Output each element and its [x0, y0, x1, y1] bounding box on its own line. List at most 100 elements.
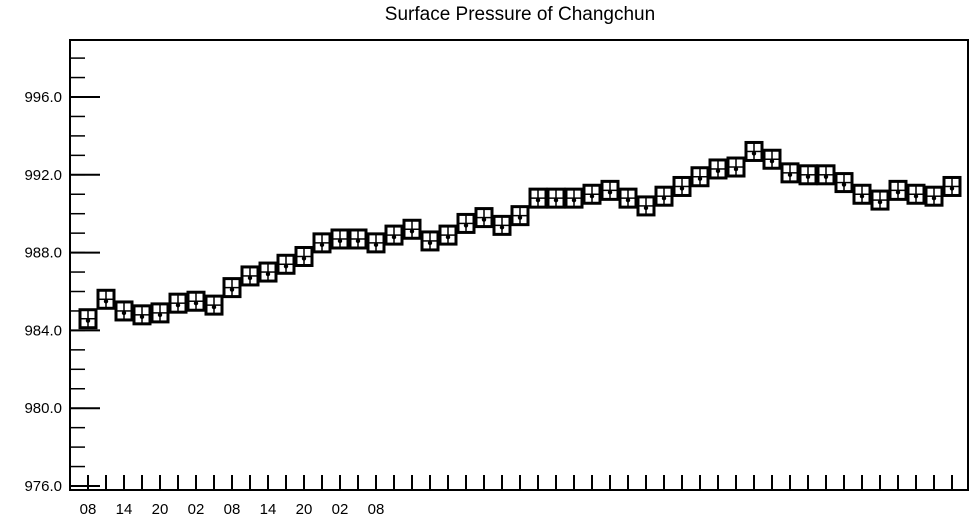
- data-point: [150, 302, 170, 324]
- data-point: [636, 195, 656, 217]
- data-point: [96, 288, 116, 310]
- y-tick-label: 988.0: [24, 245, 62, 262]
- data-point-dot: [139, 314, 145, 320]
- data-point-dot: [103, 299, 109, 304]
- data-point: [834, 172, 854, 194]
- data-point: [582, 183, 602, 205]
- x-tick-label: 08: [224, 501, 241, 518]
- data-point: [366, 232, 386, 254]
- data-point: [906, 183, 926, 205]
- data-point-dot: [247, 275, 253, 281]
- data-point: [348, 228, 368, 250]
- data-point: [492, 214, 512, 236]
- data-point: [474, 207, 494, 229]
- data-point: [222, 277, 242, 299]
- data-point-dot: [733, 166, 739, 172]
- data-point-dot: [85, 318, 91, 323]
- data-point: [762, 148, 782, 170]
- data-point-dot: [391, 234, 397, 240]
- data-point-dot: [121, 310, 127, 316]
- data-point-dot: [319, 242, 325, 248]
- data-point: [132, 304, 152, 326]
- x-tick-label: 08: [80, 501, 97, 518]
- y-tick-label: 984.0: [24, 322, 62, 339]
- data-point-dot: [553, 197, 559, 203]
- data-point-dot: [175, 302, 181, 308]
- data-point-dot: [913, 194, 919, 199]
- data-point-dot: [625, 197, 631, 203]
- data-point-dot: [787, 172, 793, 178]
- x-tick-label: 20: [296, 501, 313, 518]
- data-point-dot: [265, 271, 271, 277]
- data-point: [420, 230, 440, 252]
- data-point-dot: [679, 186, 685, 191]
- data-point: [78, 308, 98, 330]
- data-point-dot: [283, 264, 289, 269]
- data-point: [690, 166, 710, 188]
- x-tick-label: 02: [188, 501, 205, 518]
- data-point: [780, 162, 800, 184]
- data-point-dot: [949, 186, 955, 191]
- data-point: [744, 140, 764, 162]
- data-point-dot: [859, 194, 865, 199]
- data-point: [564, 187, 584, 209]
- data-point: [726, 156, 746, 178]
- data-point-dot: [805, 174, 811, 179]
- data-point: [708, 158, 728, 180]
- data-point-dot: [481, 217, 487, 222]
- x-tick-label: 14: [260, 501, 277, 518]
- data-point: [258, 261, 278, 283]
- data-point-dot: [589, 194, 595, 199]
- data-point-dot: [499, 225, 505, 230]
- data-point-dot: [607, 190, 613, 195]
- data-point-dot: [445, 234, 451, 240]
- data-point: [924, 185, 944, 207]
- x-tick-label: 08: [368, 501, 385, 518]
- data-point-dot: [661, 195, 667, 201]
- data-point: [852, 183, 872, 205]
- data-point-dot: [355, 238, 361, 244]
- data-point-dot: [157, 312, 163, 318]
- data-point: [600, 179, 620, 201]
- data-point-dot: [301, 256, 307, 261]
- data-point-dot: [229, 287, 235, 292]
- data-point-dot: [535, 197, 541, 203]
- data-point-dot: [643, 205, 649, 211]
- data-point: [330, 228, 350, 250]
- data-point: [618, 187, 638, 209]
- data-point-dot: [895, 190, 901, 195]
- data-point: [384, 224, 404, 246]
- data-point-dot: [697, 176, 703, 181]
- data-point-dot: [211, 304, 217, 310]
- data-point-dot: [373, 242, 379, 248]
- data-point: [528, 187, 548, 209]
- data-point: [816, 164, 836, 186]
- data-point: [186, 290, 206, 312]
- y-tick-label: 980.0: [24, 400, 62, 417]
- data-point-dot: [571, 197, 577, 203]
- data-point-dot: [751, 151, 757, 156]
- data-point-dot: [463, 223, 469, 228]
- data-point: [546, 187, 566, 209]
- data-point-dot: [841, 182, 847, 187]
- data-point-dot: [517, 215, 523, 220]
- data-point: [510, 205, 530, 227]
- data-point-dot: [877, 199, 883, 205]
- data-point: [276, 253, 296, 275]
- data-point: [672, 175, 692, 197]
- data-point: [942, 175, 962, 197]
- data-point: [870, 189, 890, 211]
- data-point: [798, 164, 818, 186]
- data-point-dot: [931, 195, 937, 201]
- chart-title: Surface Pressure of Changchun: [384, 4, 656, 25]
- data-point: [294, 245, 314, 267]
- x-tick-label: 14: [116, 501, 133, 518]
- y-tick-label: 976.0: [24, 478, 62, 495]
- data-point-dot: [337, 238, 343, 244]
- data-point: [240, 265, 260, 287]
- data-point: [888, 179, 908, 201]
- y-tick-label: 992.0: [24, 167, 62, 184]
- y-tick-label: 996.0: [24, 89, 62, 106]
- plot-frame: [69, 39, 969, 491]
